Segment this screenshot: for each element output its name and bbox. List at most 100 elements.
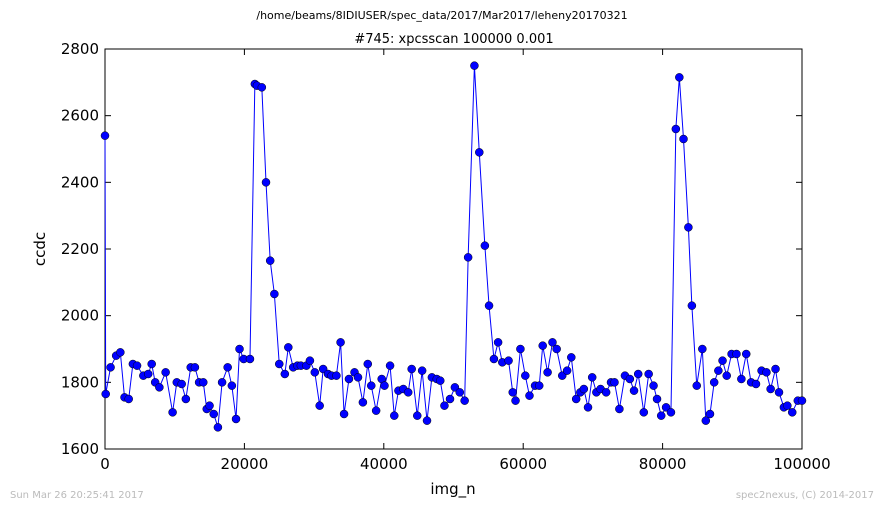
data-point (132, 361, 142, 370)
data-point (587, 373, 597, 382)
data-point (261, 178, 271, 187)
data-point (353, 373, 363, 382)
data-point (100, 131, 110, 140)
data-point (718, 356, 727, 365)
data-point (684, 223, 693, 232)
data-point (610, 378, 619, 387)
data-point (213, 423, 223, 432)
data-point (525, 391, 534, 400)
data-point (181, 394, 191, 404)
data-point (644, 369, 653, 379)
data-point (484, 301, 494, 310)
data-point (534, 381, 544, 390)
data-point (797, 396, 807, 405)
data-point (235, 344, 244, 354)
data-point (223, 363, 232, 372)
data-point (516, 344, 525, 354)
data-point (649, 381, 658, 390)
data-point (199, 378, 208, 387)
data-point (629, 386, 639, 395)
footer-timestamp: Sun Mar 26 20:25:41 2017 (10, 490, 144, 501)
y-tick-label: 1600 (61, 440, 99, 458)
data-point (771, 364, 780, 374)
data-point (508, 388, 517, 397)
data-point (358, 398, 368, 407)
data-point (339, 409, 349, 419)
data-point (155, 383, 164, 392)
series-ccdc (100, 61, 807, 432)
y-tick-label: 2800 (61, 40, 99, 58)
data-point (336, 338, 345, 347)
data-point (106, 363, 115, 372)
data-point (470, 61, 479, 70)
data-point (489, 354, 499, 364)
data-point (177, 379, 186, 389)
data-point (671, 124, 681, 134)
data-point (231, 414, 241, 424)
x-tick-label: 20000 (221, 455, 269, 473)
footer-credit: spec2nexus, (C) 2014-2017 (736, 490, 874, 501)
data-point (562, 366, 572, 375)
data-point (385, 361, 395, 370)
data-point (766, 384, 775, 394)
x-axis: 0 20000 40000 60000 80000 100000 (100, 49, 831, 473)
data-point (504, 356, 513, 365)
y-tick-label: 2200 (61, 240, 99, 258)
data-point (722, 371, 731, 380)
data-point (787, 408, 797, 417)
data-point (687, 301, 697, 310)
data-point (270, 289, 279, 299)
data-point (783, 401, 792, 410)
data-point (403, 388, 413, 397)
data-point (143, 369, 153, 379)
data-point (701, 416, 711, 425)
data-point (168, 408, 177, 417)
data-point (417, 366, 427, 375)
data-point (413, 411, 422, 420)
data-point (567, 353, 576, 362)
y-tick-label: 2000 (61, 307, 99, 325)
chart-title: #745: xpcsscan 100000 0.001 (354, 32, 553, 47)
data-point (371, 406, 381, 415)
data-point (666, 408, 676, 417)
data-point (679, 134, 688, 144)
x-tick-label: 0 (100, 455, 110, 473)
y-axis-label: ccdc (31, 232, 49, 266)
data-point (579, 384, 589, 394)
x-tick-label: 40000 (360, 455, 408, 473)
data-point (380, 381, 389, 390)
x-axis-label: img_n (430, 480, 475, 499)
data-point (147, 359, 156, 369)
data-point (190, 363, 200, 372)
data-point (493, 338, 503, 347)
data-point (436, 376, 445, 385)
data-point (751, 379, 761, 389)
data-point (455, 388, 465, 397)
data-point (305, 356, 315, 365)
data-point (511, 396, 520, 405)
data-point (543, 368, 552, 377)
data-point (583, 403, 593, 412)
data-point (407, 364, 416, 374)
data-point (124, 394, 133, 404)
y-tick-label: 2400 (61, 173, 99, 191)
x-tick-label: 80000 (639, 455, 687, 473)
data-point (480, 241, 490, 250)
data-point (217, 378, 227, 387)
data-point (205, 401, 214, 410)
data-point (422, 416, 432, 425)
data-point (280, 369, 290, 379)
data-point (116, 348, 125, 357)
data-point (275, 359, 284, 369)
data-point (390, 411, 399, 420)
data-point (571, 394, 581, 404)
data-point (460, 396, 469, 405)
data-point (692, 381, 702, 390)
data-point (709, 378, 719, 387)
data-point (615, 404, 624, 414)
data-point (265, 256, 275, 265)
data-point (601, 388, 611, 397)
data-point (209, 409, 218, 419)
data-point (675, 73, 684, 82)
